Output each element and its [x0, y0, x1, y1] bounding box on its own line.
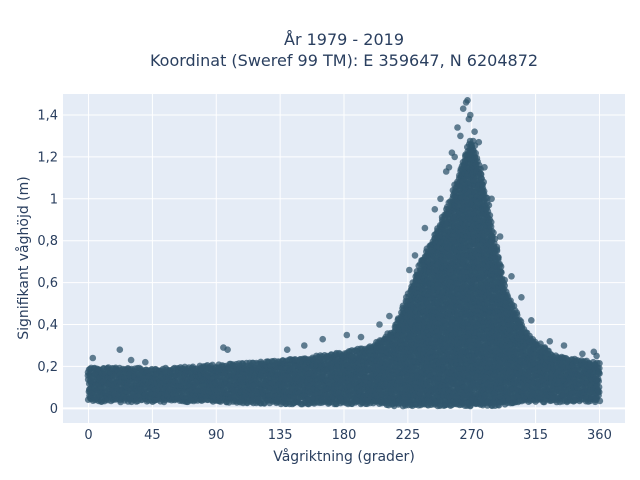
scatter-point [477, 171, 485, 178]
scatter-point [473, 154, 481, 162]
scatter-points [84, 97, 604, 410]
chart-title-line1: År 1979 - 2019 [284, 30, 404, 49]
chart-title-line2: Koordinat (Sweref 99 TM): E 359647, N 62… [150, 51, 538, 70]
